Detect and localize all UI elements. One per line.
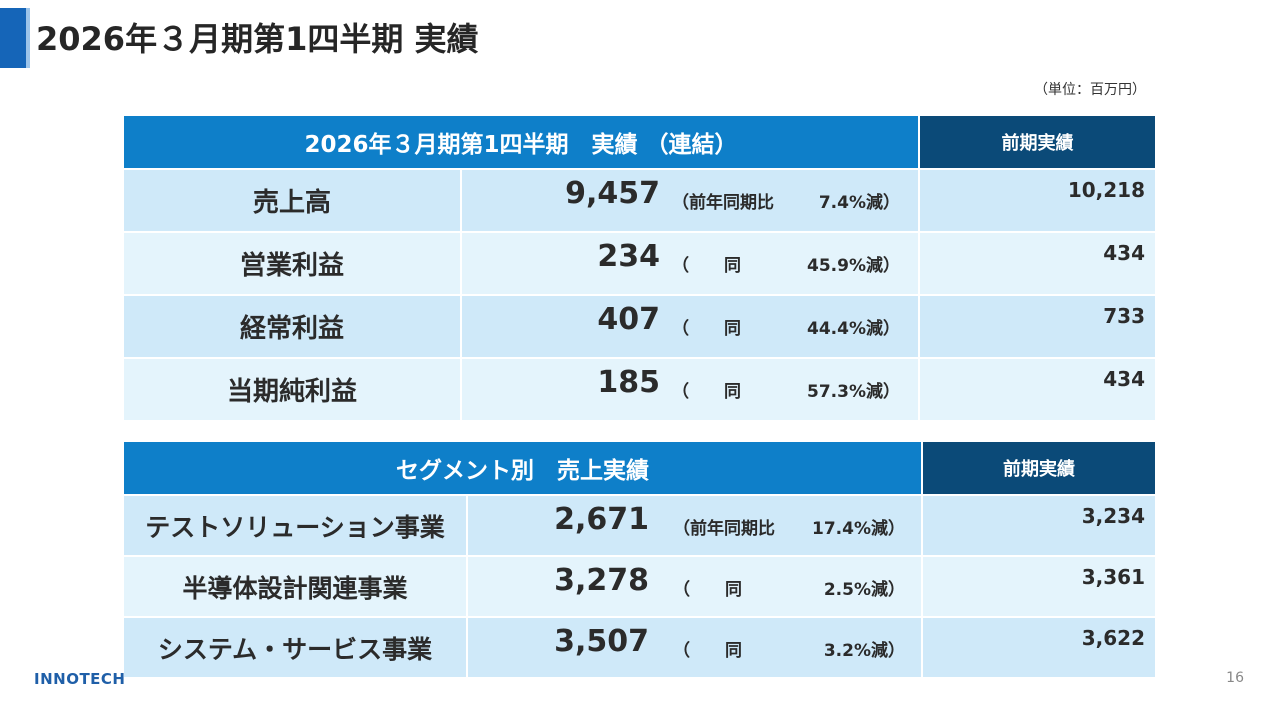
table-header-prev: 前期実績 [919,116,1155,170]
row-label: 当期純利益 [124,358,462,420]
comparison-percent: 3.2%減） [823,641,905,661]
comparison-percent: 45.9%減） [807,256,900,276]
table-header-title: セグメント別 売上実績 [124,442,923,496]
row-prev-value: 434 [919,232,1155,296]
table-row: テストソリューション事業 2,671 （前年同期比 17.4%減） 3,234 [124,495,1155,557]
table-row: 経常利益 407 （ 同 44.4%減） 733 [124,295,1155,359]
row-comparison: （ 同 45.9%減） [672,251,900,276]
row-label: 経常利益 [124,295,462,359]
title-accent-bar [0,8,26,68]
comparison-open: （ [672,382,689,402]
row-prev-value: 434 [919,358,1155,420]
table-row: システム・サービス事業 3,507 （ 同 3.2%減） 3,622 [124,617,1155,677]
row-prev-value: 3,234 [922,495,1155,557]
comparison-open: （ [673,641,690,661]
comparison-percent: 44.4%減） [807,319,900,339]
consolidated-results-table: 2026年３月期第1四半期 実績 （連結） 前期実績 売上高 9,457 （前年… [124,116,1155,420]
row-label: 売上高 [124,169,462,233]
page-title: 2026年３月期第1四半期 実績 [36,20,479,58]
row-prev-value: 10,218 [919,169,1155,233]
row-value-cell: 185 （ 同 57.3%減） [461,358,920,420]
table-header-title: 2026年３月期第1四半期 実績 （連結） [124,116,920,170]
title-accent-line [26,8,30,68]
comparison-open: （ [672,319,689,339]
row-value-cell: 3,507 （ 同 3.2%減） [467,617,923,677]
comparison-open: （前年同期比 [673,519,775,539]
page-number: 16 [1226,670,1244,686]
comparison-percent: 17.4%減） [812,519,905,539]
segment-sales-table: セグメント別 売上実績 前期実績 テストソリューション事業 2,671 （前年同… [124,442,1155,677]
row-value-cell: 234 （ 同 45.9%減） [461,232,920,296]
row-value: 2,671 [554,502,649,537]
table-header-prev: 前期実績 [922,442,1155,496]
unit-label: （単位：百万円） [1034,82,1146,98]
row-comparison: （前年同期比 17.4%減） [673,514,905,539]
row-label: 半導体設計関連事業 [124,556,468,618]
table-header-row: セグメント別 売上実績 前期実績 [124,442,1155,496]
comparison-same: 同 [724,319,741,339]
comparison-same: 同 [725,641,742,661]
table-row: 営業利益 234 （ 同 45.9%減） 434 [124,232,1155,296]
row-prev-value: 3,622 [922,617,1155,677]
row-comparison: （ 同 57.3%減） [672,377,900,402]
row-value: 185 [597,365,660,400]
comparison-open: （前年同期比 [672,193,774,213]
row-value-cell: 2,671 （前年同期比 17.4%減） [467,495,923,557]
comparison-same: 同 [724,382,741,402]
comparison-open: （ [672,256,689,276]
comparison-open: （ [673,580,690,600]
row-value: 407 [597,302,660,337]
row-value: 234 [597,239,660,274]
row-label: 営業利益 [124,232,462,296]
row-label: テストソリューション事業 [124,495,468,557]
row-value: 9,457 [565,176,660,211]
row-comparison: （前年同期比 7.4%減） [672,188,900,213]
comparison-same: 同 [724,256,741,276]
comparison-percent: 2.5%減） [823,580,905,600]
row-prev-value: 3,361 [922,556,1155,618]
row-value-cell: 407 （ 同 44.4%減） [461,295,920,359]
row-comparison: （ 同 2.5%減） [673,575,905,600]
row-prev-value: 733 [919,295,1155,359]
table-row: 当期純利益 185 （ 同 57.3%減） 434 [124,358,1155,420]
table-header-row: 2026年３月期第1四半期 実績 （連結） 前期実績 [124,116,1155,170]
row-comparison: （ 同 44.4%減） [672,314,900,339]
company-logo: INNOTECH [34,670,126,688]
table-row: 半導体設計関連事業 3,278 （ 同 2.5%減） 3,361 [124,556,1155,618]
table-row: 売上高 9,457 （前年同期比 7.4%減） 10,218 [124,169,1155,233]
row-value-cell: 9,457 （前年同期比 7.4%減） [461,169,920,233]
row-value: 3,507 [554,624,649,659]
row-comparison: （ 同 3.2%減） [673,636,905,661]
comparison-percent: 7.4%減） [818,193,900,213]
comparison-percent: 57.3%減） [807,382,900,402]
comparison-same: 同 [725,580,742,600]
row-value-cell: 3,278 （ 同 2.5%減） [467,556,923,618]
row-label: システム・サービス事業 [124,617,468,677]
row-value: 3,278 [554,563,649,598]
